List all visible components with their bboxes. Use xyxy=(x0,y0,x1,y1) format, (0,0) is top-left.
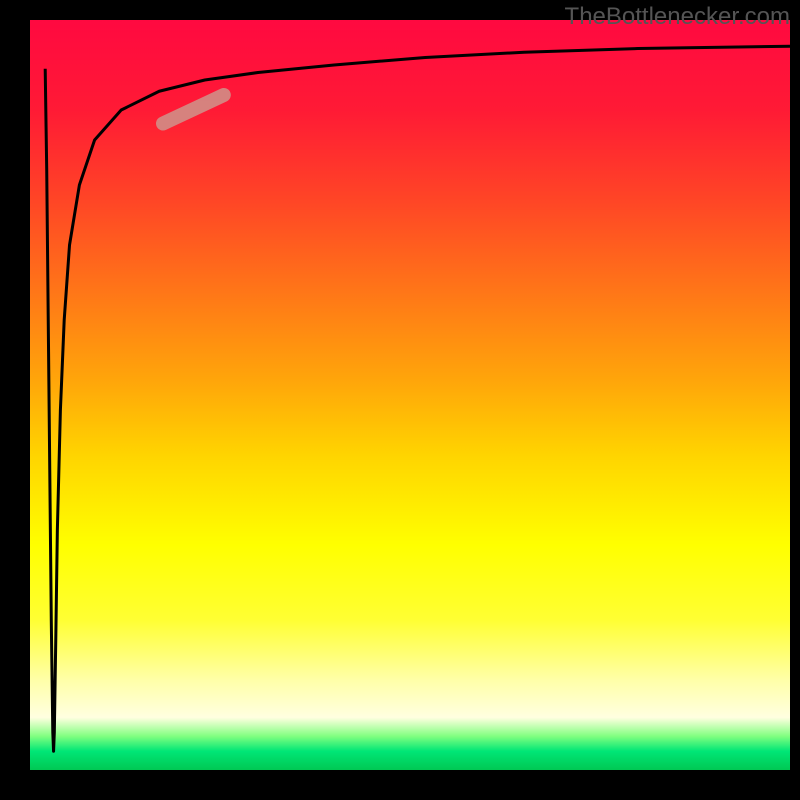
watermark-text: TheBottlenecker.com xyxy=(565,3,790,31)
plot-background xyxy=(30,20,790,770)
chart-frame: TheBottlenecker.com xyxy=(0,0,800,800)
chart-svg xyxy=(0,0,800,800)
